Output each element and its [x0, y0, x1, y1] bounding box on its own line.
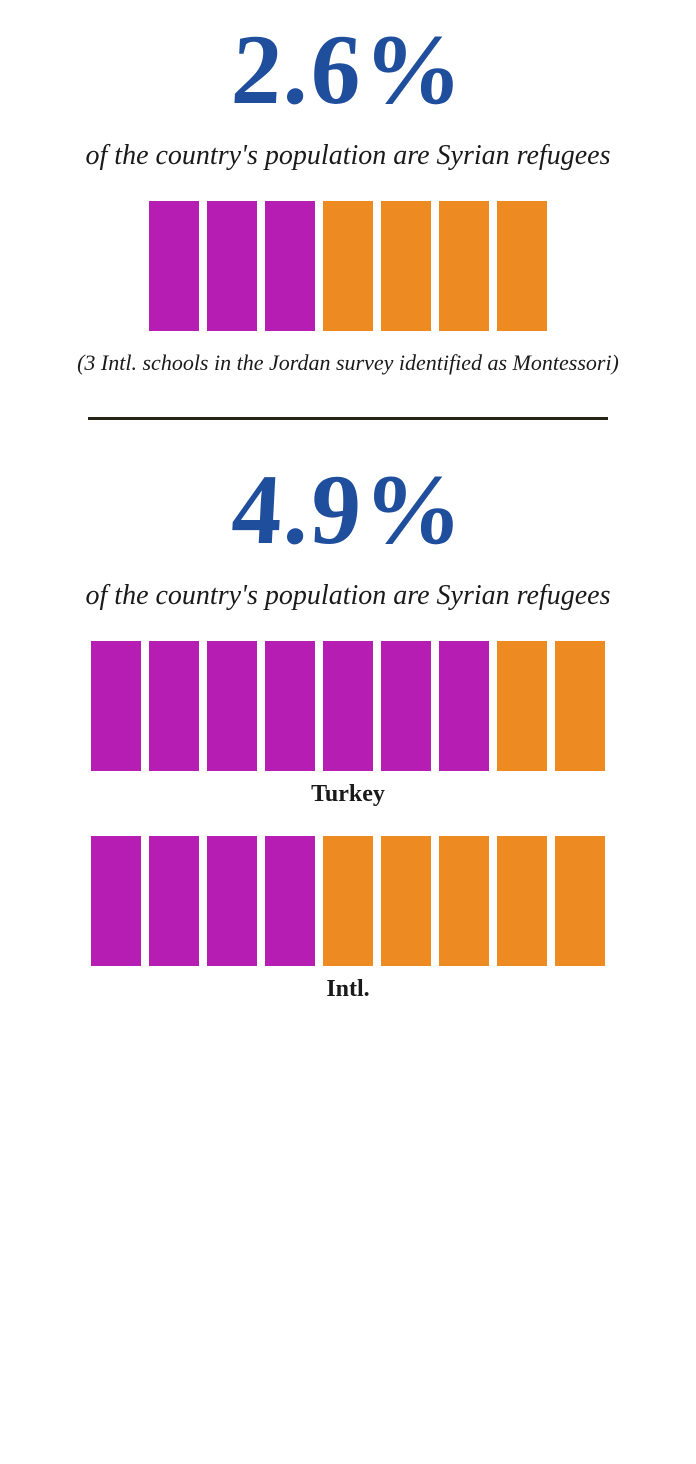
subtitle-2: of the country's population are Syrian r… — [40, 578, 656, 613]
bar-row-2a — [40, 641, 656, 771]
bar-block — [149, 836, 199, 966]
row-label-turkey: Turkey — [40, 781, 656, 808]
bar-block — [91, 836, 141, 966]
bar-block — [207, 201, 257, 331]
bar-block — [265, 201, 315, 331]
bar-row-2b — [40, 836, 656, 966]
bar-block — [439, 201, 489, 331]
bar-block — [439, 836, 489, 966]
subtitle-1: of the country's population are Syrian r… — [40, 138, 656, 173]
bar-block — [555, 641, 605, 771]
bar-block — [149, 641, 199, 771]
bar-block — [381, 641, 431, 771]
section-divider — [88, 417, 608, 420]
bar-row-1 — [40, 201, 656, 331]
bar-block — [381, 201, 431, 331]
section-2: 4.9% of the country's population are Syr… — [0, 440, 696, 1003]
bar-block — [265, 641, 315, 771]
bar-block — [497, 641, 547, 771]
bar-block — [497, 201, 547, 331]
bar-block — [207, 641, 257, 771]
bar-block — [497, 836, 547, 966]
bar-block — [439, 641, 489, 771]
bar-block — [265, 836, 315, 966]
bar-block — [381, 836, 431, 966]
bar-block — [323, 201, 373, 331]
section-1: 2.6% of the country's population are Syr… — [0, 0, 696, 377]
row-label-intl: Intl. — [40, 976, 656, 1003]
bar-block — [149, 201, 199, 331]
bar-block — [323, 836, 373, 966]
bar-block — [323, 641, 373, 771]
bar-block — [555, 836, 605, 966]
percent-value-1: 2.6% — [229, 20, 467, 120]
footnote-1: (3 Intl. schools in the Jordan survey id… — [40, 349, 656, 377]
bar-block — [91, 641, 141, 771]
percent-value-2: 4.9% — [229, 460, 467, 560]
bar-block — [207, 836, 257, 966]
